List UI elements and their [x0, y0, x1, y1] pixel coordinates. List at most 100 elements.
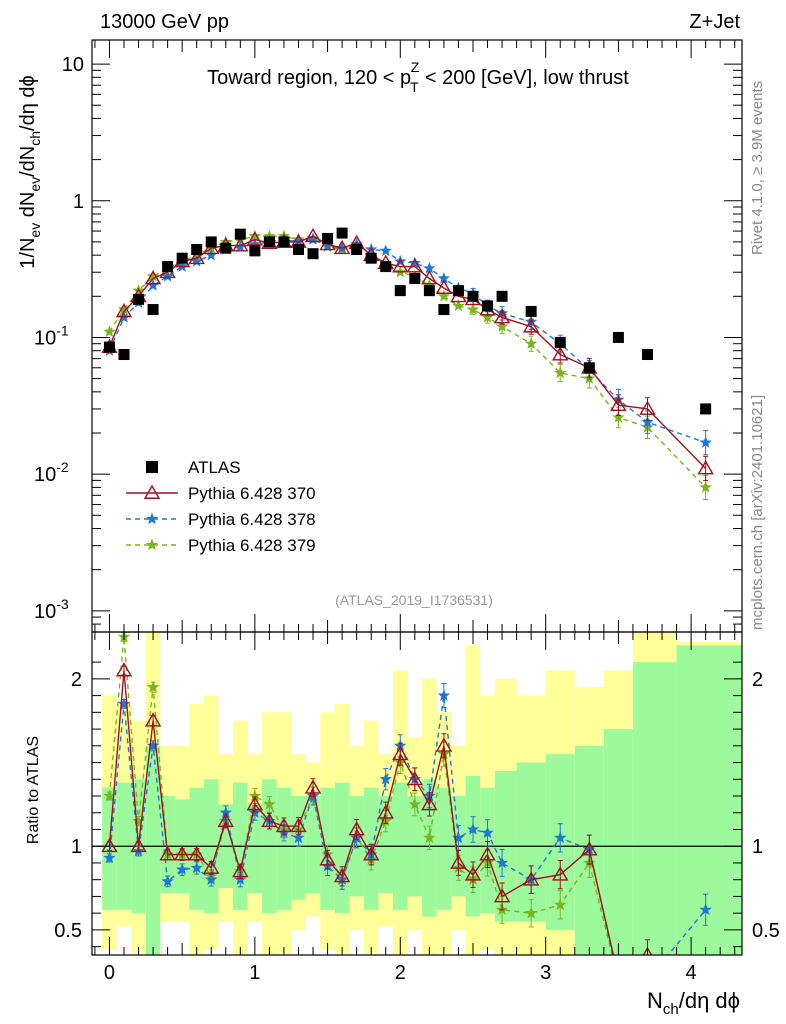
series-1-point [421, 270, 438, 285]
main-y-axis-label: 1/Nev dNev/dNch/dη dϕ [17, 75, 43, 268]
ratio-2-point [423, 831, 436, 844]
legend-marker [143, 484, 161, 499]
ratio-y-tick-label: 1 [71, 836, 82, 858]
ratio-y-tick-label: 0.5 [54, 920, 82, 942]
series-3-point [437, 289, 451, 302]
series-2-point [641, 415, 654, 428]
atlas-data-point [380, 261, 392, 273]
ratio-0-point [333, 867, 351, 883]
atlas-data-point [409, 272, 421, 284]
atlas-data-point [307, 248, 319, 260]
legend: ATLAS Pythia 6.428 370 Pythia 6.428 378 Pyt… [126, 458, 316, 555]
series-line-3 [108, 235, 707, 488]
ratio-0-point [522, 871, 540, 886]
main-y-tick-label: 10-2 [34, 459, 69, 486]
ratio-line-0 [108, 670, 650, 955]
atlas-data-point [467, 290, 479, 302]
series-3-point [481, 311, 494, 323]
mcplots-label: mcplots.cern.ch [arXiv:2401.10621] [749, 395, 766, 630]
series-1-point [304, 227, 322, 243]
ratio-1-point [190, 861, 203, 874]
atlas-data-point [234, 228, 246, 240]
plot-title-sup: Z [411, 59, 420, 75]
ratio-y-tick-label: 2 [71, 669, 82, 691]
ratio-0-point [319, 851, 336, 866]
ratio-plot-area [92, 632, 742, 955]
ratio-0-point [203, 859, 220, 874]
ratio-2-point [554, 898, 567, 910]
plot-title-post: < 200 [GeV], low thrust [419, 67, 629, 89]
main-y-tick-label: 10-3 [34, 596, 69, 623]
series-1-point [493, 309, 511, 324]
atlas-data-point [162, 261, 174, 273]
ratio-0-point [275, 817, 293, 833]
ratio-0-point [493, 888, 511, 903]
ratio-1-point [554, 831, 567, 844]
ratio-y-tick-label-right: 2 [752, 669, 763, 691]
ratio-1-point [176, 863, 189, 875]
series-1-point [610, 396, 627, 412]
atlas-data-point [438, 304, 450, 316]
ratio-0-point [246, 795, 264, 811]
ratio-1-point [234, 873, 247, 885]
atlas-data-point [147, 304, 159, 316]
atlas-data-point [641, 349, 653, 361]
series-1-point [392, 258, 409, 273]
atlas-data-point [351, 243, 363, 255]
atlas-data-point [452, 285, 464, 297]
ratio-1-point [495, 856, 509, 869]
ratio-y-axis-label: Ratio to ATLAS [25, 736, 42, 844]
band-green [334, 782, 350, 914]
plot-title-pre: Toward region, 120 < p [207, 67, 411, 89]
ratio-0-point [581, 841, 598, 856]
plot-title: Toward region, 120 < pTZ < 200 [GeV], lo… [207, 59, 629, 95]
ratio-0-point [232, 862, 249, 878]
ratio-2-point [525, 906, 538, 919]
legend-marker [145, 538, 159, 551]
ratio-1-point [103, 851, 116, 864]
main-y-tick-label: 10 [62, 54, 84, 76]
ratio-0-point [261, 812, 278, 828]
legend-label: Pythia 6.428 378 [188, 510, 316, 529]
ratio-y-tick-label-right: 1 [752, 836, 763, 858]
atlas-data-point [583, 362, 595, 374]
series-1-point [697, 460, 714, 475]
atlas-data-point [292, 243, 304, 255]
series-3-point [554, 366, 567, 379]
ratio-0-point [464, 866, 482, 881]
ratio-0-point [130, 837, 147, 853]
x-tick-label: 4 [686, 962, 697, 984]
atlas-data-point [700, 403, 712, 415]
atlas-data-point [612, 331, 624, 343]
atlas-data-point [191, 243, 203, 255]
series-2-point [699, 436, 712, 448]
ratio-0-point [217, 812, 234, 828]
x-tick-label: 0 [104, 962, 115, 984]
ratio-0-point [144, 712, 162, 727]
band-green [436, 787, 452, 910]
series-1-point [333, 239, 351, 255]
main-y-tick-label: 10-1 [34, 322, 69, 349]
atlas-data-point [322, 232, 334, 244]
x-tick-label: 3 [540, 962, 551, 984]
ratio-1-point [117, 697, 131, 710]
atlas-data-point [278, 236, 290, 248]
series-1-point [435, 279, 453, 294]
analysis-tag: (ATLAS_2019_I1736531) [335, 592, 493, 608]
ratio-0-point [173, 846, 191, 861]
ratio-0-point [304, 779, 322, 794]
atlas-data-point [176, 252, 188, 264]
band-green [516, 762, 546, 922]
band-green [603, 729, 633, 955]
ratio-1-point [205, 873, 218, 885]
ratio-2-point [263, 797, 276, 810]
series-3-point [612, 410, 625, 423]
ratio-0-point [159, 846, 176, 861]
series-1-point [144, 270, 162, 285]
atlas-data-point [525, 305, 537, 317]
ratio-0-point [101, 837, 118, 853]
band-green [305, 796, 321, 894]
ratio-2-point [146, 680, 160, 693]
atlas-data-point [220, 242, 232, 254]
series-3-point [699, 480, 712, 493]
